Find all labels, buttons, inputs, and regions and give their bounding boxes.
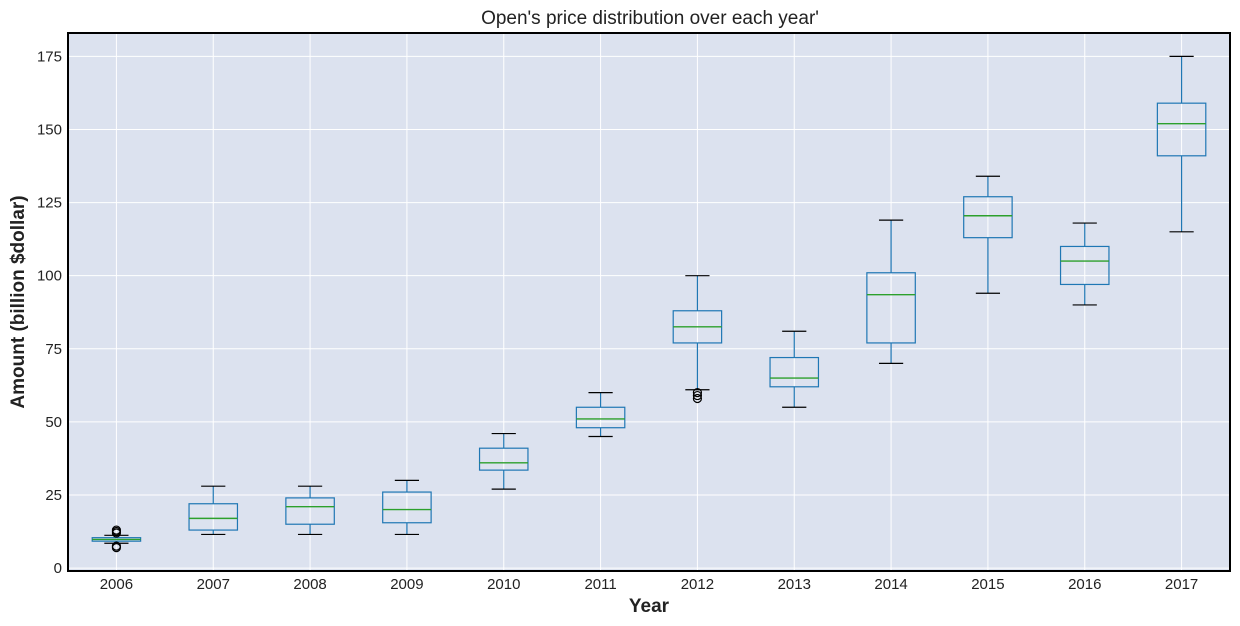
x-tick-label: 2011 [584,576,616,593]
box-2017 [1156,55,1207,233]
box-body [382,491,432,524]
outlier-point [692,390,703,401]
x-tick-label: 2006 [100,576,133,593]
box-body [866,272,916,344]
box-2007 [188,485,239,536]
x-tick-label: 2016 [1068,576,1101,593]
box-2016 [1059,222,1110,306]
box-body [1059,245,1110,286]
x-tick-label: 2007 [197,576,230,593]
box-2011 [575,392,626,438]
outlier-point [692,388,703,398]
box-2014 [866,219,916,365]
grid-lines [68,33,1230,571]
chart-title: Open's price distribution over each year… [481,8,819,29]
x-tick-label: 2017 [1165,576,1198,593]
x-tick-label: 2009 [390,576,423,593]
box-2012 [672,275,723,404]
box-2015 [963,175,1013,294]
x-tick-label: 2012 [681,576,714,593]
y-tick-label: 75 [45,341,62,358]
x-tick-label: 2008 [293,576,326,593]
plot-frame [67,32,1231,572]
plot-area [68,33,1230,571]
box-body [478,447,529,471]
box-2013 [769,330,820,408]
x-tick-label: 2014 [874,576,907,593]
y-tick-label: 50 [45,414,62,431]
x-tick-label: 2013 [778,576,811,593]
boxes [91,55,1207,553]
outlier-point [111,525,122,535]
x-tick-label: 2015 [971,576,1004,593]
box-body [1156,102,1207,157]
y-tick-label: 100 [37,268,62,285]
box-body [285,497,335,525]
outlier-point [111,541,122,551]
y-tick-label: 175 [37,48,62,65]
y-axis-label: Amount (billion $dollar) [8,195,29,408]
y-tick-label: 150 [37,121,62,138]
x-tick-label: 2010 [487,576,520,593]
y-tick-label: 125 [37,195,62,212]
y-tick-label: 25 [45,487,62,504]
y-tick-label: 0 [54,560,62,577]
x-axis: 2006 2007 2008 2009 2010 2011 2012 2013 2014 2015… [100,576,1199,593]
y-axis: 0 25 50 75 100 125 150 175 [37,48,62,577]
box-2010 [478,432,529,490]
box-2009 [382,479,432,536]
x-axis-label: Year [629,596,670,617]
box-body [769,356,820,388]
box-2006 [91,525,142,553]
outlier-point [692,393,703,404]
box-body [963,196,1013,239]
box-body [188,503,239,531]
box-2008 [285,485,335,536]
box-body [575,406,626,429]
